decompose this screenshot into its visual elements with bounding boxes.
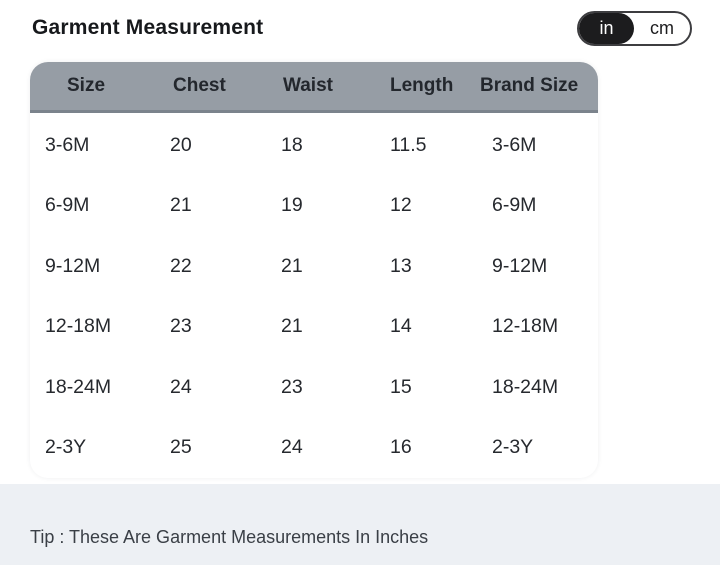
table-cell-length: 16 <box>390 436 412 459</box>
table-cell-size: 2-3Y <box>45 436 87 459</box>
table-cell-brand-size: 6-9M <box>492 194 537 217</box>
table-cell-brand-size: 18-24M <box>492 375 559 398</box>
column-header-size: Size <box>67 75 106 96</box>
table-cell-chest: 24 <box>170 375 192 398</box>
table-cell-size: 12-18M <box>45 315 112 338</box>
table-cell-brand-size: 3-6M <box>492 133 537 156</box>
table-cell-length: 15 <box>390 375 412 398</box>
table-cell-brand-size: 12-18M <box>492 315 559 338</box>
table-cell-length: 13 <box>390 254 412 277</box>
table-cell-waist: 19 <box>281 194 303 217</box>
table-cell-chest: 20 <box>170 133 192 156</box>
column-header-length: Length <box>390 75 454 96</box>
table-cell-size: 3-6M <box>45 133 90 156</box>
table-cell-chest: 25 <box>170 436 192 459</box>
table-row: 18-24M 24 23 15 18-24M <box>30 357 598 418</box>
tip-banner: Tip : These Are Garment Measurements In … <box>0 484 720 565</box>
table-row: 3-6M 20 18 11.5 3-6M <box>30 115 598 176</box>
table-cell-length: 12 <box>390 194 412 217</box>
column-header-brand-size: Brand Size <box>480 75 579 96</box>
table-cell-size: 18-24M <box>45 375 112 398</box>
table-cell-waist: 21 <box>281 254 303 277</box>
table-cell-waist: 18 <box>281 133 303 156</box>
table-cell-length: 14 <box>390 315 412 338</box>
page-title: Garment Measurement <box>32 16 264 39</box>
table-cell-brand-size: 9-12M <box>492 254 548 277</box>
table-header-row: Size Chest Waist Length Brand Size <box>30 62 598 113</box>
table-cell-waist: 24 <box>281 436 303 459</box>
table-row: 12-18M 23 21 14 12-18M <box>30 297 598 358</box>
table-cell-chest: 23 <box>170 315 192 338</box>
unit-toggle-in[interactable]: in <box>579 13 634 44</box>
table-cell-size: 6-9M <box>45 194 90 217</box>
table-body: 3-6M 20 18 11.5 3-6M 6-9M 21 19 12 6-9M … <box>30 113 598 478</box>
unit-toggle[interactable]: in cm <box>577 11 692 46</box>
table-cell-size: 9-12M <box>45 254 101 277</box>
column-header-chest: Chest <box>173 75 226 96</box>
table-cell-length: 11.5 <box>390 133 427 156</box>
table-cell-chest: 21 <box>170 194 192 217</box>
table-row: 2-3Y 25 24 16 2-3Y <box>30 418 598 479</box>
table-cell-waist: 21 <box>281 315 303 338</box>
column-header-waist: Waist <box>283 75 333 96</box>
table-cell-chest: 22 <box>170 254 192 277</box>
unit-toggle-cm[interactable]: cm <box>650 18 674 38</box>
table-cell-waist: 23 <box>281 375 303 398</box>
measurement-table: Size Chest Waist Length Brand Size 3-6M … <box>30 62 598 478</box>
table-cell-brand-size: 2-3Y <box>492 436 534 459</box>
tip-text: Tip : These Are Garment Measurements In … <box>30 527 429 547</box>
table-row: 9-12M 22 21 13 9-12M <box>30 236 598 297</box>
table-row: 6-9M 21 19 12 6-9M <box>30 176 598 237</box>
